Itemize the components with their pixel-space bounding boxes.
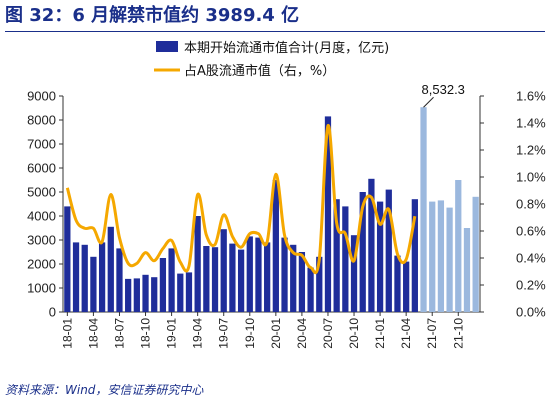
y-right-tick-label: 0.6% (516, 224, 546, 239)
y-right-tick-label: 0.0% (516, 305, 546, 320)
legend: 本期开始流通市值合计(月度，亿元) 占A股流通市值（右，%） (154, 40, 389, 79)
y-left-tick-label: 7000 (27, 137, 56, 152)
x-tick-label: 20-01 (269, 318, 283, 349)
bar (237, 249, 245, 312)
y-left-tick-label: 9000 (27, 89, 56, 104)
x-tick-label: 20-04 (295, 318, 309, 349)
bar (142, 274, 149, 312)
x-tick-label: 21-07 (425, 318, 439, 349)
bar (324, 116, 332, 313)
bar (125, 278, 132, 312)
bar (298, 252, 306, 312)
chart-title: 图 32：6 月解禁市值约 3989.4 亿 (5, 5, 300, 26)
x-tick-label: 18-04 (86, 318, 100, 349)
legend-label-bar: 本期开始流通市值合计(月度，亿元) (184, 40, 389, 56)
bar (90, 256, 97, 312)
bar (316, 256, 323, 312)
bar-series (64, 107, 479, 313)
x-tick-label: 21-01 (373, 318, 387, 349)
y-right-tick-label: 1.4% (516, 116, 546, 131)
bar (368, 178, 375, 312)
bar (359, 192, 366, 312)
y-left-tick-label: 6000 (27, 161, 56, 176)
bar (177, 273, 184, 312)
legend-label-line: 占A股流通市值（右，%） (184, 63, 335, 79)
x-tick-label: 18-10 (139, 318, 153, 349)
x-tick-label: 18-01 (60, 318, 74, 349)
bar (151, 277, 158, 312)
bar (420, 107, 427, 313)
line-series (65, 124, 417, 275)
annotation-leader (423, 96, 434, 108)
annotation-label: 8,532.3 (422, 82, 465, 97)
x-tick-label: 20-10 (347, 318, 361, 349)
annotation: 8,532.3 (422, 82, 465, 108)
y-right-tick-label: 1.6% (516, 89, 546, 104)
bar (107, 226, 114, 312)
bar (385, 189, 392, 312)
x-tick-label: 18-07 (112, 318, 126, 349)
y-right-tick-label: 0.2% (516, 278, 546, 293)
x-tick-label: 21-10 (451, 318, 465, 349)
bar (185, 272, 193, 312)
y-left-tick-label: 8000 (27, 113, 56, 128)
y-left-tick-label: 0 (49, 305, 56, 320)
y-right-tick-label: 0.8% (516, 197, 546, 212)
bar (333, 199, 340, 312)
y-left-tick-label: 2000 (27, 257, 56, 272)
y-right-tick-label: 0.4% (516, 251, 546, 266)
legend-swatch-bar (156, 41, 178, 52)
x-tick-label: 19-01 (165, 318, 179, 349)
bar (429, 201, 436, 312)
x-tick-label: 19-07 (217, 318, 231, 349)
bar (342, 206, 349, 312)
bar (203, 246, 210, 312)
x-tick-label: 19-04 (191, 318, 205, 349)
bar (246, 236, 253, 312)
x-tick-label: 21-04 (399, 318, 413, 349)
bar (272, 180, 279, 312)
bar (472, 196, 479, 312)
bar (64, 206, 71, 312)
y-left-tick-label: 1000 (27, 281, 56, 296)
axes: 0 1000 2000 3000 4000 5000 6000 7000 8000 9000 0.0… (27, 89, 546, 349)
bar (376, 201, 384, 312)
bar (211, 247, 219, 312)
y-right-tick-label: 1.2% (516, 143, 546, 158)
bar (116, 248, 123, 312)
y-left-tick-label: 5000 (27, 185, 56, 200)
bar (290, 244, 297, 312)
bar (463, 228, 471, 312)
x-tick-label: 19-10 (243, 318, 257, 349)
share-line (65, 124, 417, 275)
bar (81, 244, 88, 312)
bar (229, 243, 236, 312)
bar (220, 229, 227, 312)
bar (446, 207, 453, 312)
bar (168, 248, 175, 312)
bar (350, 235, 358, 312)
x-tick-label: 20-07 (321, 318, 335, 349)
bar (194, 216, 201, 312)
y-right-tick-label: 1.0% (516, 170, 546, 185)
bar (437, 200, 445, 312)
source-note: 资料来源：Wind，安信证券研究中心 (5, 383, 204, 397)
bar (455, 180, 462, 312)
bar (281, 237, 288, 312)
bar (159, 258, 167, 312)
bar (403, 261, 410, 312)
bar (264, 242, 271, 312)
bar (72, 242, 80, 312)
bar (255, 237, 262, 312)
bar (133, 278, 140, 312)
bar (98, 242, 106, 312)
y-left-tick-label: 4000 (27, 209, 56, 224)
bar (394, 255, 401, 312)
bar (307, 267, 314, 312)
y-left-tick-label: 3000 (27, 233, 56, 248)
title-rule (5, 31, 545, 32)
bar (411, 199, 418, 312)
